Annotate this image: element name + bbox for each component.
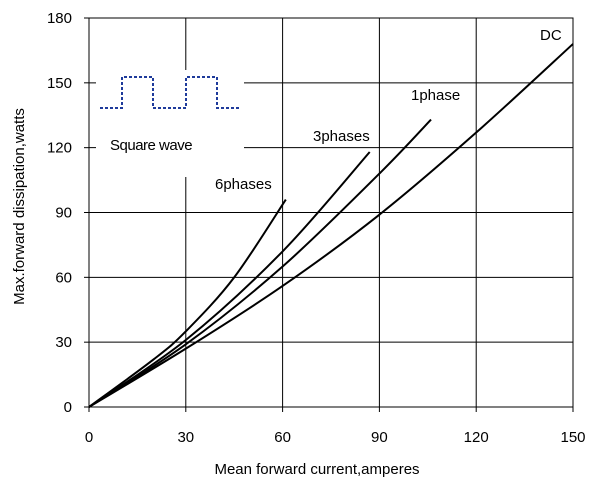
square-wave-line xyxy=(100,76,240,109)
x-tick-label: 0 xyxy=(85,429,93,446)
y-tick-label: 150 xyxy=(47,75,72,92)
series-label-3phases: 3phases xyxy=(313,128,370,145)
x-tick-label: 120 xyxy=(464,429,489,446)
series-line-dc xyxy=(88,43,574,408)
x-tick-label: 90 xyxy=(371,429,388,446)
x-tick-label: 60 xyxy=(274,429,291,446)
series-label-6phases: 6phases xyxy=(215,176,272,193)
series-layer: DC 1phase 3phases 6phases xyxy=(88,27,574,408)
x-tick-label: 150 xyxy=(560,429,585,446)
y-axis-label: Max.forward dissipation,watts xyxy=(11,108,28,305)
y-tick-label: 60 xyxy=(55,269,72,286)
series-label-1phase: 1phase xyxy=(411,87,460,104)
x-axis-label: Mean forward current,amperes xyxy=(214,461,419,478)
inset-background xyxy=(96,70,244,177)
x-tick-label: 30 xyxy=(177,429,194,446)
series-line-3phases xyxy=(88,151,371,408)
ticks-layer: 0 30 60 90 120 150 0 30 60 90 120 150 180 xyxy=(47,10,586,446)
series-line-6phases xyxy=(88,198,287,408)
y-tick-label: 180 xyxy=(47,10,72,27)
inset-label: Square wave xyxy=(110,137,192,154)
square-wave-symbol xyxy=(96,70,244,177)
grid xyxy=(89,18,573,407)
y-tick-label: 120 xyxy=(47,140,72,157)
series-label-dc: DC xyxy=(540,27,562,44)
y-tick-label: 30 xyxy=(55,334,72,351)
series-line-1phase xyxy=(88,118,432,408)
y-tick-label: 0 xyxy=(64,399,72,416)
y-tick-label: 90 xyxy=(55,205,72,222)
